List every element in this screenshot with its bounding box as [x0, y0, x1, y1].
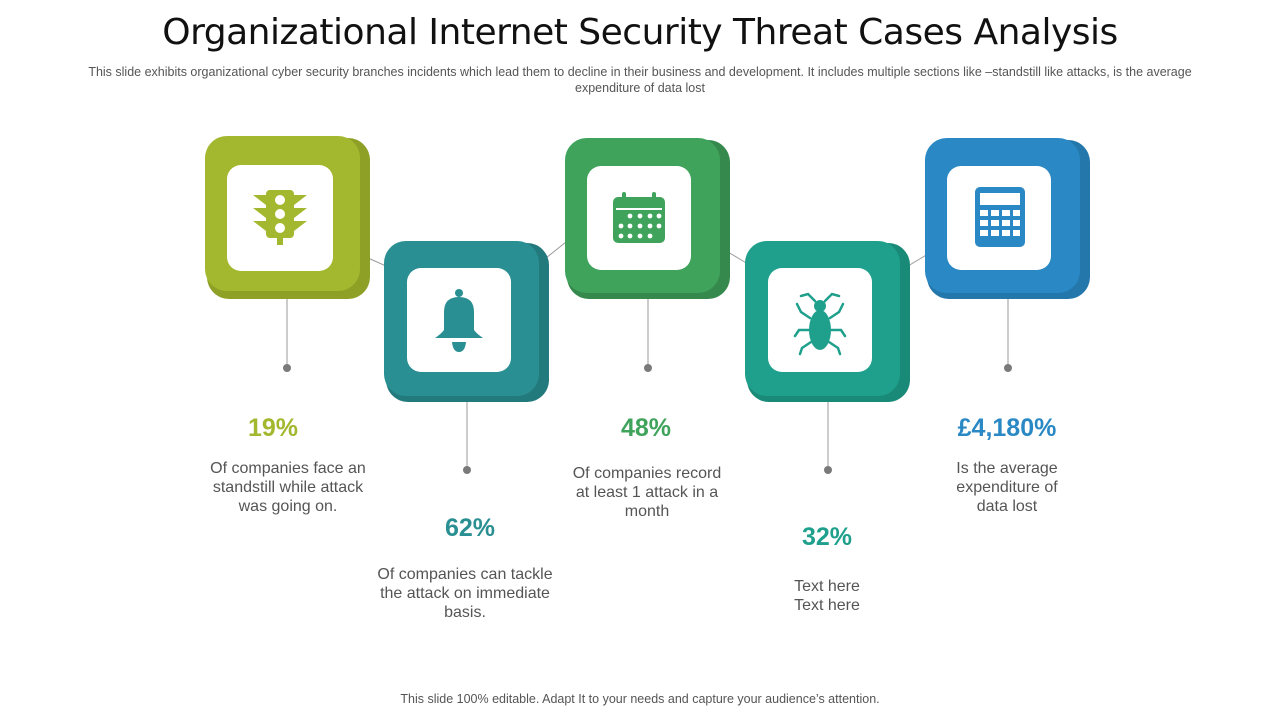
- stat-description-5: Is the average expenditure of data lost: [956, 460, 1058, 515]
- calendar-icon: [613, 192, 665, 243]
- stat-description-4: Text here Text here: [794, 578, 860, 614]
- stat-value-3: 48%: [620, 414, 672, 442]
- stat-value-5: £4,180%: [957, 414, 1057, 442]
- card-bug: [745, 241, 910, 474]
- slide-footer: This slide 100% editable. Adapt It to yo…: [400, 692, 880, 706]
- stat-description-2: Of companies can tackle the attack on im…: [377, 566, 553, 621]
- stat-description-3: Of companies record at least 1 attack in…: [572, 465, 722, 520]
- bell-icon: [435, 289, 483, 352]
- stat-value-1: 19%: [247, 414, 299, 442]
- stat-description-1: Of companies face an standstill while at…: [210, 460, 366, 515]
- slide-subtitle: This slide exhibits organizational cyber…: [88, 65, 1192, 95]
- stat-value-4: 32%: [801, 523, 853, 551]
- card-traffic-light: [205, 136, 370, 372]
- connector-lines: [367, 241, 929, 267]
- card-calendar: [565, 138, 730, 372]
- stat-value-2: 62%: [444, 514, 496, 542]
- card-calculator: [925, 138, 1090, 372]
- traffic-light-icon: [253, 190, 307, 245]
- calculator-icon: [975, 187, 1025, 247]
- slide-title: Organizational Internet Security Threat …: [162, 12, 1118, 53]
- card-bell: [384, 241, 549, 474]
- bug-icon: [793, 292, 847, 356]
